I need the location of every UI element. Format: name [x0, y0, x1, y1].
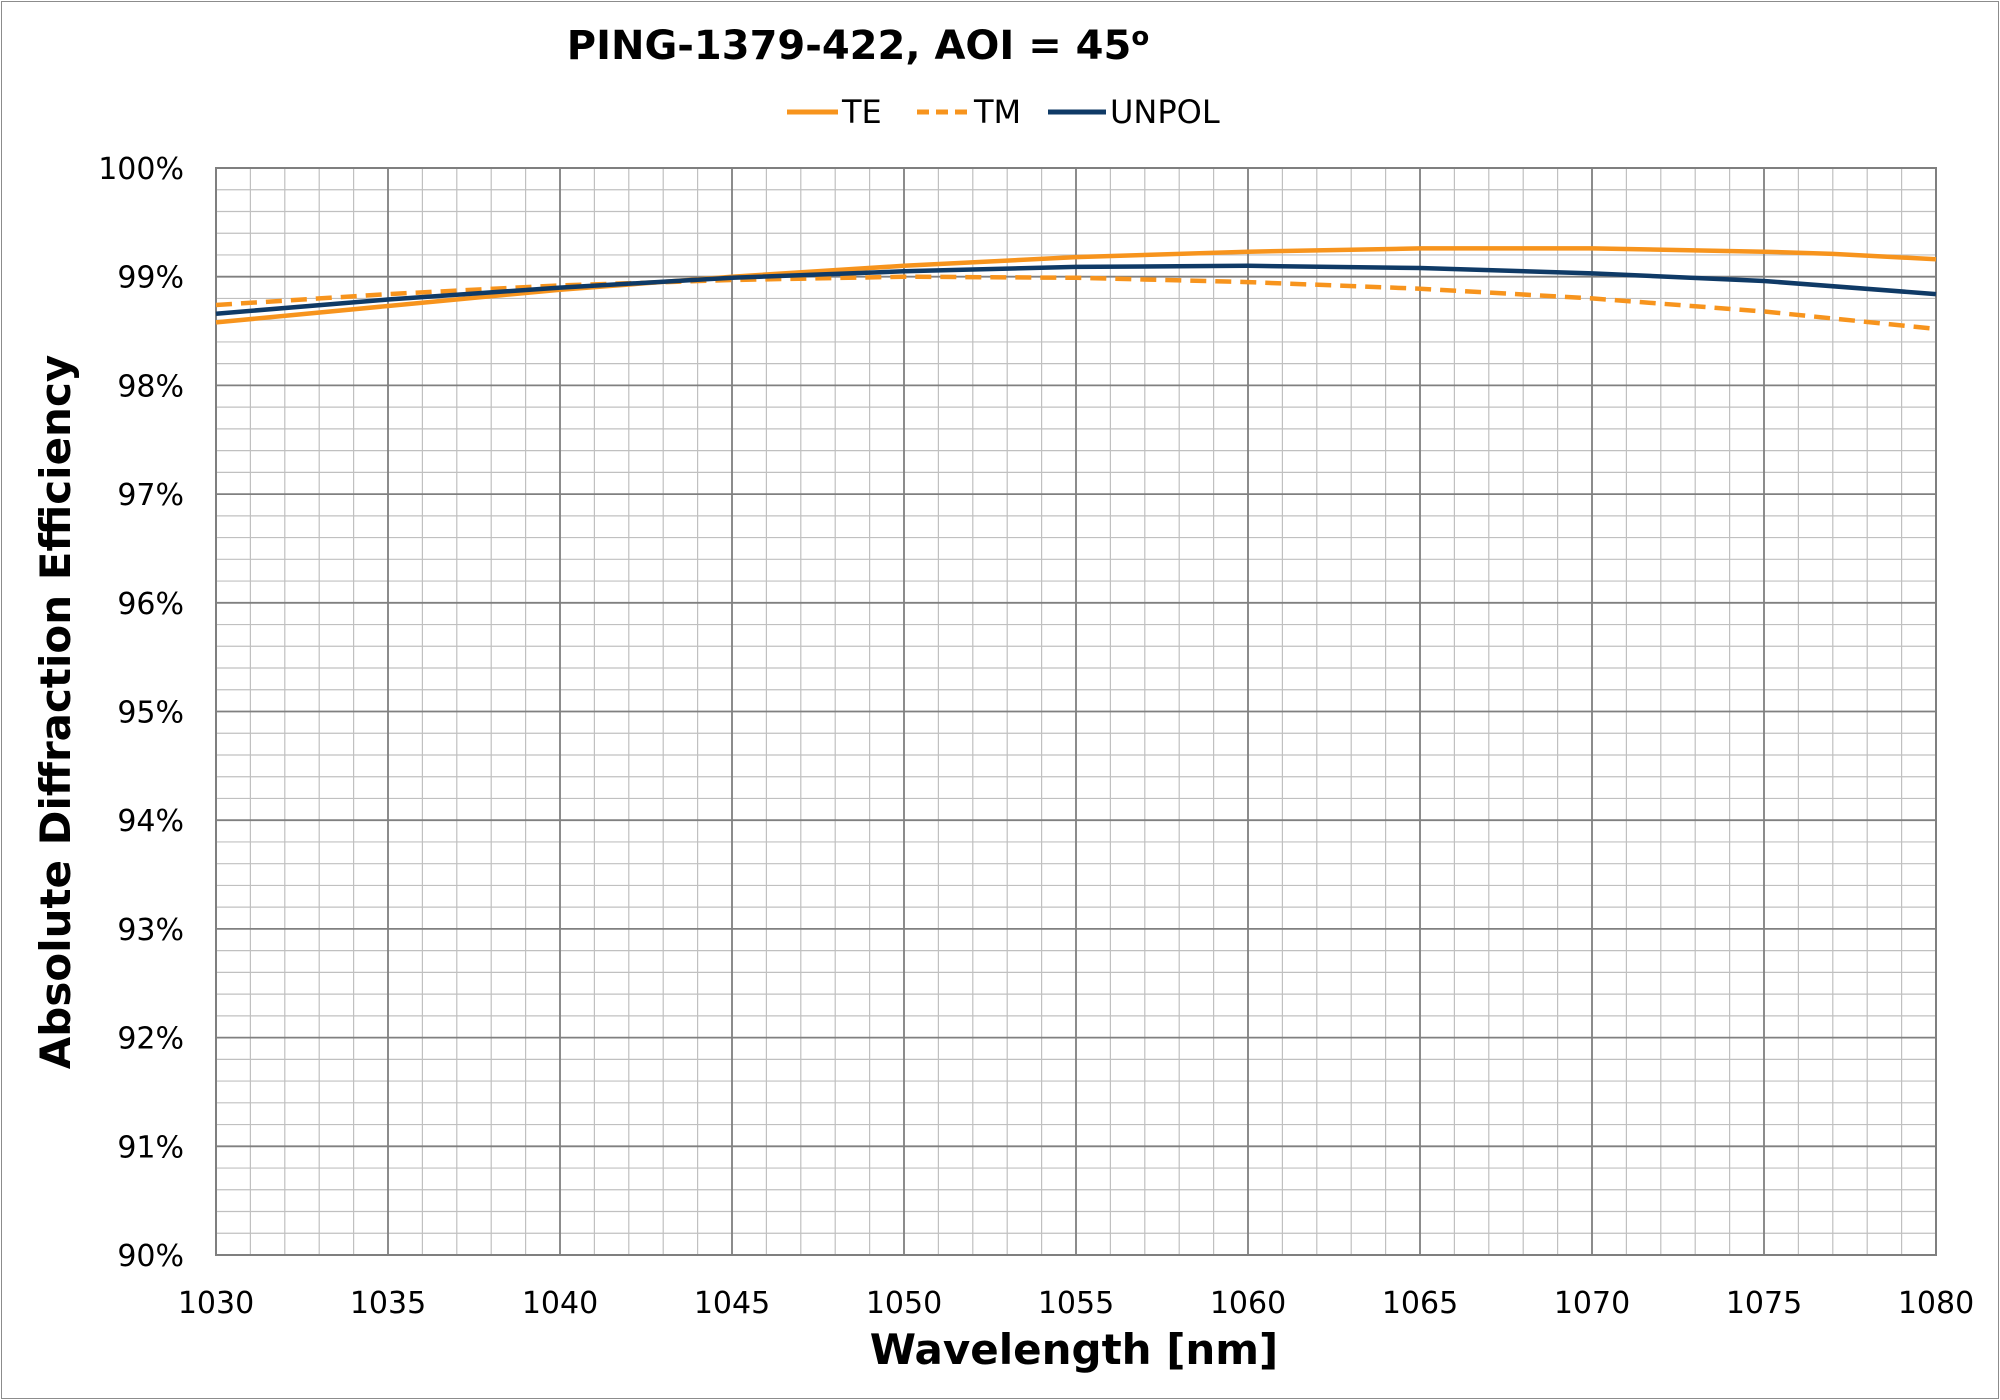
- legend-label-tm: TM: [973, 93, 1021, 131]
- y-tick-label: 93%: [117, 913, 184, 948]
- x-tick-label: 1065: [1382, 1286, 1458, 1321]
- legend-item-tm: TM: [917, 93, 1021, 131]
- legend-item-te: TE: [787, 93, 882, 131]
- y-tick-label: 92%: [117, 1022, 184, 1057]
- x-tick-label: 1060: [1210, 1286, 1286, 1321]
- chart-title-text: PING-1379-422, AOI = 45: [567, 23, 1132, 69]
- x-tick-label: 1055: [1038, 1286, 1114, 1321]
- x-tick-label: 1050: [866, 1286, 942, 1321]
- y-tick-label: 91%: [117, 1130, 184, 1165]
- legend-item-unpol: UNPOL: [1048, 93, 1220, 131]
- plot-area-border: [215, 167, 1937, 1256]
- x-tick-label: 1035: [350, 1286, 426, 1321]
- y-tick-label: 99%: [117, 261, 184, 296]
- y-tick-label: 96%: [117, 587, 184, 622]
- series-line-unpol: [215, 263, 1937, 316]
- x-tick-label: 1075: [1726, 1286, 1802, 1321]
- legend: TE TM UNPOL: [787, 93, 1220, 131]
- series-line-te: [215, 246, 1937, 325]
- legend-label-unpol: UNPOL: [1110, 93, 1220, 131]
- chart-title-superscript: o: [1131, 22, 1149, 52]
- x-axis-tick-labels: 1030 1035 1040 1045 1050 1055 1060 1065 1070 1075…: [178, 1286, 1974, 1321]
- chart-title: PING-1379-422, AOI = 45o: [567, 22, 1149, 69]
- y-tick-label: 94%: [117, 804, 184, 839]
- series-layer: [215, 246, 1937, 332]
- y-axis-tick-labels: 90% 91% 92% 93% 94% 95% 96% 97% 98% 99% 100%: [98, 152, 184, 1274]
- x-tick-label: 1040: [522, 1286, 598, 1321]
- y-tick-label: 100%: [98, 152, 184, 187]
- legend-label-te: TE: [841, 93, 882, 131]
- y-tick-label: 95%: [117, 696, 184, 731]
- x-tick-label: 1080: [1898, 1286, 1974, 1321]
- major-grid: [215, 167, 1937, 1256]
- y-axis-title: Absolute Diffraction Efficiency: [31, 355, 80, 1069]
- x-tick-label: 1045: [694, 1286, 770, 1321]
- y-tick-label: 97%: [117, 478, 184, 513]
- x-tick-label: 1030: [178, 1286, 254, 1321]
- y-tick-label: 98%: [117, 369, 184, 404]
- series-line-tm: [215, 274, 1937, 332]
- y-tick-label: 90%: [117, 1239, 184, 1274]
- x-tick-label: 1070: [1554, 1286, 1630, 1321]
- x-axis-title: Wavelength [nm]: [870, 1325, 1279, 1374]
